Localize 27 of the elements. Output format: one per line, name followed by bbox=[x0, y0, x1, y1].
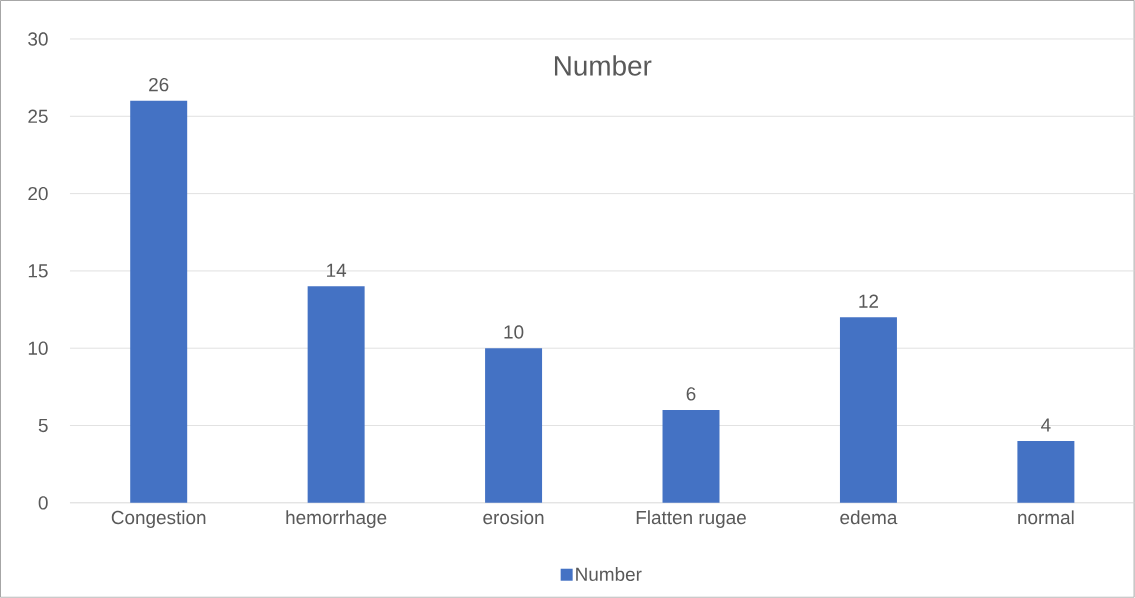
x-tick-label: normal bbox=[1018, 510, 1074, 525]
data-label: 6 bbox=[686, 387, 696, 401]
bar bbox=[485, 348, 543, 503]
y-tick-label: 5 bbox=[38, 419, 48, 433]
data-label: 14 bbox=[327, 263, 347, 277]
chart-title: Number bbox=[554, 55, 652, 76]
data-label: 12 bbox=[859, 294, 879, 308]
legend-label: Number bbox=[576, 567, 642, 582]
x-tick-label: Flatten rugae bbox=[636, 510, 746, 529]
bar bbox=[839, 317, 897, 503]
data-label: 4 bbox=[1041, 418, 1051, 432]
bar bbox=[307, 286, 365, 503]
y-tick-label: 10 bbox=[28, 341, 48, 356]
bar bbox=[130, 100, 188, 503]
y-tick-label: 0 bbox=[38, 496, 48, 510]
bar bbox=[662, 410, 720, 503]
data-label: 26 bbox=[149, 78, 169, 92]
y-tick-label: 30 bbox=[28, 32, 48, 46]
y-tick-label: 20 bbox=[28, 186, 48, 201]
y-tick-label: 15 bbox=[28, 264, 48, 278]
x-tick-label: hemorrhage bbox=[286, 510, 387, 529]
x-tick-label: edema bbox=[840, 510, 898, 525]
x-tick-label: Congestion bbox=[111, 510, 206, 529]
bar bbox=[1017, 441, 1075, 503]
y-tick-label: 25 bbox=[28, 109, 48, 124]
x-tick-label: erosion bbox=[483, 510, 544, 525]
data-label: 10 bbox=[504, 325, 524, 339]
